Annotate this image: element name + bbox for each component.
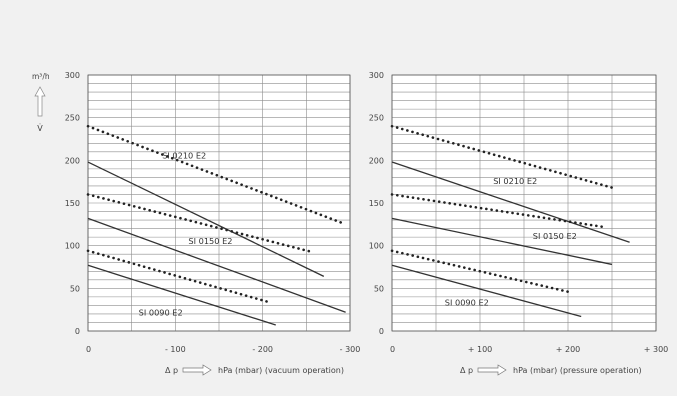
y-direction-arrow-icon	[34, 86, 46, 117]
series-annotation: SI 0090 E2	[139, 308, 183, 318]
y-symbol-label: V̇	[37, 123, 43, 133]
series-line-dotted	[390, 193, 605, 229]
chart-panel-1: 0 50 100 150 200 250 300 0 - 100 - 200 - 300 Δ p hPa…	[32, 71, 361, 376]
x-tick-label: + 300	[644, 345, 669, 354]
x-tick-label: - 200	[252, 345, 273, 354]
y-tick-label: 50	[70, 284, 80, 293]
y-tick-label: 100	[369, 242, 384, 251]
x-tick-label: 0	[86, 345, 91, 354]
y-tick-label: 150	[369, 199, 384, 208]
series-line-solid	[87, 264, 276, 326]
y-tick-label: 0	[75, 327, 80, 336]
x-tick-label: + 100	[468, 345, 493, 354]
plot-frame	[391, 74, 657, 332]
x-direction-arrow-icon	[182, 364, 212, 376]
y-tick-label: 250	[65, 114, 80, 123]
x-tick-label: - 100	[165, 345, 186, 354]
y-unit-label: m³/h	[32, 72, 50, 81]
series-annotation: SI 0210 E2	[162, 151, 206, 161]
y-tick-label: 200	[369, 156, 384, 165]
x-axis-label: hPa (mbar) (pressure operation)	[513, 366, 642, 375]
plot-frame	[87, 74, 351, 332]
y-tick-label: 300	[369, 71, 384, 80]
series-line-dotted	[390, 124, 614, 189]
x-axis-label: hPa (mbar) (vacuum operation)	[218, 366, 344, 375]
series-annotation: SI 0150 E2	[188, 236, 232, 246]
y-tick-label: 150	[65, 199, 80, 208]
series-line-solid	[87, 217, 346, 313]
series-annotation: SI 0090 E2	[445, 297, 489, 307]
x-tick-label: 0	[390, 345, 395, 354]
series-annotation: SI 0210 E2	[493, 176, 537, 186]
x-direction-arrow-icon	[477, 364, 507, 376]
x-tick-label: - 300	[340, 345, 361, 354]
series-line-dotted	[86, 249, 273, 305]
series-line-solid	[391, 217, 613, 266]
x-tick-label: + 200	[556, 345, 581, 354]
y-tick-label: 50	[374, 284, 384, 293]
y-tick-label: 100	[65, 242, 80, 251]
x-delta-label: Δ p	[460, 366, 473, 375]
series-line-solid	[87, 161, 325, 277]
series-line-dotted	[86, 193, 313, 253]
series-line-dotted	[390, 249, 570, 294]
x-delta-label: Δ p	[165, 366, 178, 375]
y-tick-label: 300	[65, 71, 80, 80]
y-tick-label: 0	[379, 327, 384, 336]
chart-panel-2: 0 50 100 150 200 250 300 0 + 100 + 200 + 300 Δ p hPa…	[369, 71, 669, 376]
y-tick-label: 200	[65, 156, 80, 165]
series-annotation: SI 0150 E2	[533, 231, 577, 241]
series-line-solid	[391, 161, 630, 243]
y-tick-label: 250	[369, 114, 384, 123]
series-line-solid	[391, 264, 582, 318]
